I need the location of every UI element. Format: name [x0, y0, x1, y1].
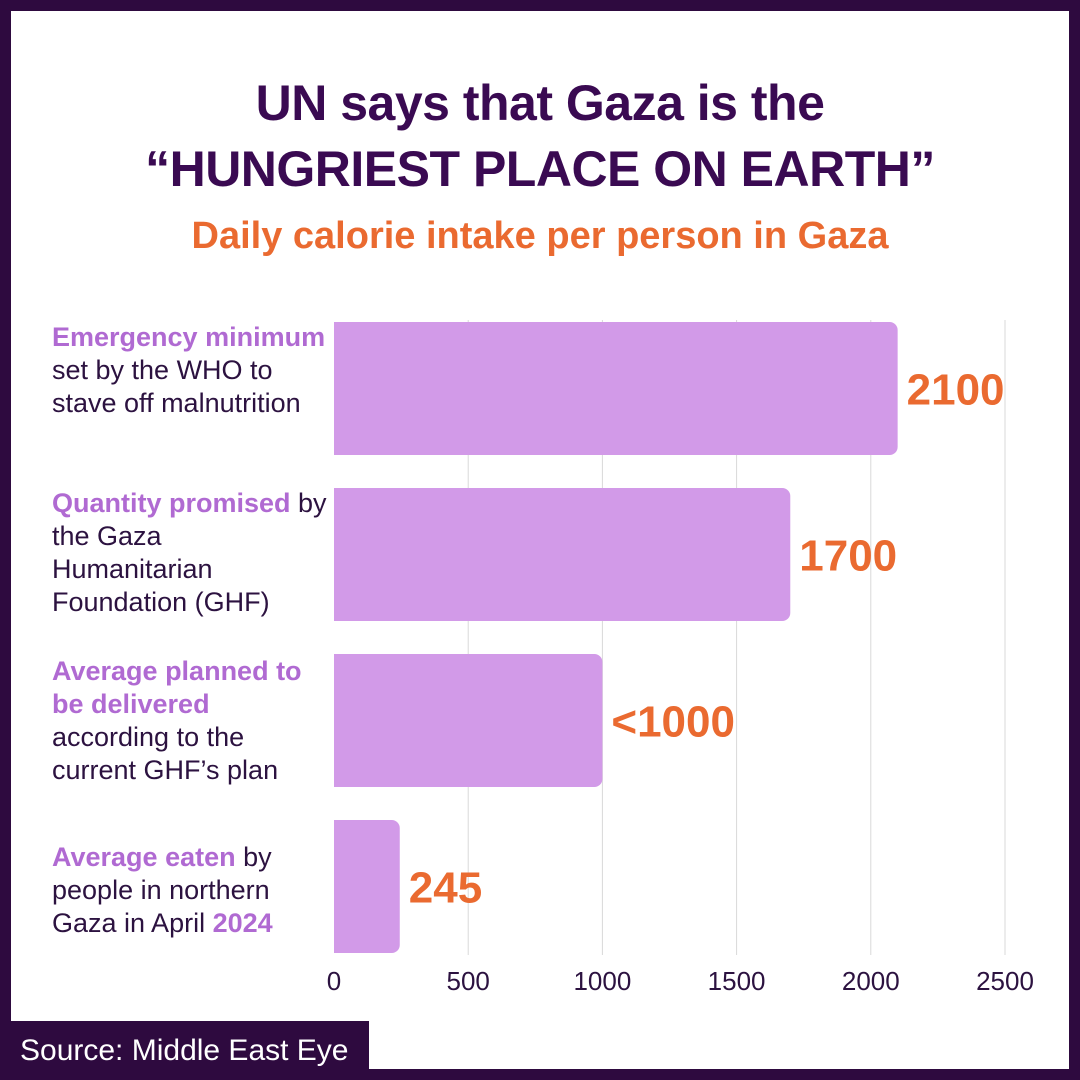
x-tick-label: 2500 — [976, 966, 1034, 996]
category-label-highlight: Average planned to be delivered — [52, 656, 302, 719]
x-tick-label: 500 — [447, 966, 490, 996]
bar — [334, 820, 400, 953]
bar — [334, 322, 898, 455]
bar-value-label: 245 — [409, 864, 482, 913]
bars — [334, 322, 898, 953]
x-tick-label: 2000 — [842, 966, 900, 996]
category-label-text: by the Gaza Humanitarian Foundation (GHF… — [52, 488, 327, 617]
chart-title-line1: UN says that Gaza is the — [255, 75, 825, 131]
x-tick-label: 0 — [327, 966, 341, 996]
category-label-year: 2024 — [212, 908, 273, 938]
bar — [334, 654, 603, 787]
category-label-text: according to the current GHF’s plan — [52, 722, 279, 785]
category-label-highlight: Quantity promised — [52, 488, 291, 518]
bar-left-edge — [334, 322, 346, 455]
bar-left-edge — [334, 488, 346, 621]
category-label-text: set by the WHO to stave off malnutrition — [52, 355, 301, 418]
bar — [334, 488, 791, 621]
x-axis-ticks: 0 500 1000 1500 2000 2500 — [327, 966, 1034, 996]
chart-title-line2: “HUNGRIEST PLACE ON EARTH” — [145, 141, 935, 197]
category-label-highlight: Average eaten — [52, 842, 236, 872]
bar-value-label: 1700 — [799, 532, 897, 581]
category-label-highlight: Emergency minimum — [52, 322, 326, 352]
category-label-average-eaten: Average eaten by people in northern Gaza… — [52, 841, 327, 940]
bar-value-label: <1000 — [611, 698, 735, 747]
category-label-average-planned: Average planned to be delivered accordin… — [52, 655, 327, 787]
category-label-emergency-minimum: Emergency minimum set by the WHO to stav… — [52, 321, 327, 420]
bar-value-label: 2100 — [907, 366, 1005, 415]
chart-subtitle: Daily calorie intake per person in Gaza — [191, 215, 889, 257]
category-label-quantity-promised: Quantity promised by the Gaza Humanitari… — [52, 487, 327, 619]
value-labels: 2100 1700 <1000 245 — [409, 366, 1005, 913]
x-tick-label: 1000 — [573, 966, 631, 996]
bar-left-edge — [334, 654, 346, 787]
x-tick-label: 1500 — [708, 966, 766, 996]
bar-left-edge — [334, 820, 346, 953]
source-credit: Source: Middle East Eye — [0, 1021, 369, 1080]
category-label-text: by people in northern Gaza in April — [52, 842, 272, 938]
